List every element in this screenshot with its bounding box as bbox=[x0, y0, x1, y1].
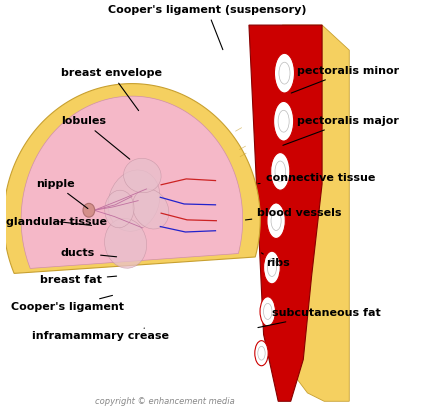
Polygon shape bbox=[282, 25, 348, 401]
Text: glandular tissue: glandular tissue bbox=[6, 217, 107, 227]
Text: Cooper's ligament (suspensory): Cooper's ligament (suspensory) bbox=[108, 5, 306, 50]
Ellipse shape bbox=[123, 158, 161, 193]
Ellipse shape bbox=[266, 203, 285, 238]
Ellipse shape bbox=[259, 297, 275, 326]
Ellipse shape bbox=[274, 54, 294, 93]
Polygon shape bbox=[3, 84, 260, 273]
Text: breast envelope: breast envelope bbox=[61, 68, 161, 111]
Ellipse shape bbox=[104, 190, 134, 228]
Text: subcutaneous fat: subcutaneous fat bbox=[257, 308, 380, 328]
Ellipse shape bbox=[83, 204, 95, 217]
Ellipse shape bbox=[104, 218, 146, 268]
Ellipse shape bbox=[270, 153, 289, 190]
Text: blood vessels: blood vessels bbox=[245, 208, 341, 220]
Text: ducts: ducts bbox=[61, 248, 117, 258]
Polygon shape bbox=[21, 96, 242, 268]
Text: breast fat: breast fat bbox=[40, 275, 117, 285]
Text: nipple: nipple bbox=[36, 179, 88, 209]
Text: pectoralis major: pectoralis major bbox=[282, 116, 398, 145]
Text: ribs: ribs bbox=[261, 253, 289, 268]
Text: connective tissue: connective tissue bbox=[258, 173, 374, 184]
Text: pectoralis minor: pectoralis minor bbox=[291, 66, 398, 93]
Polygon shape bbox=[249, 25, 321, 401]
Ellipse shape bbox=[132, 189, 169, 229]
Ellipse shape bbox=[263, 251, 280, 284]
Text: inframammary crease: inframammary crease bbox=[31, 328, 168, 342]
Ellipse shape bbox=[254, 341, 267, 366]
Ellipse shape bbox=[108, 170, 160, 231]
Ellipse shape bbox=[273, 102, 293, 141]
Text: Cooper's ligament: Cooper's ligament bbox=[11, 296, 123, 312]
Text: copyright © enhancement media: copyright © enhancement media bbox=[95, 397, 235, 406]
Text: lobules: lobules bbox=[61, 116, 129, 159]
